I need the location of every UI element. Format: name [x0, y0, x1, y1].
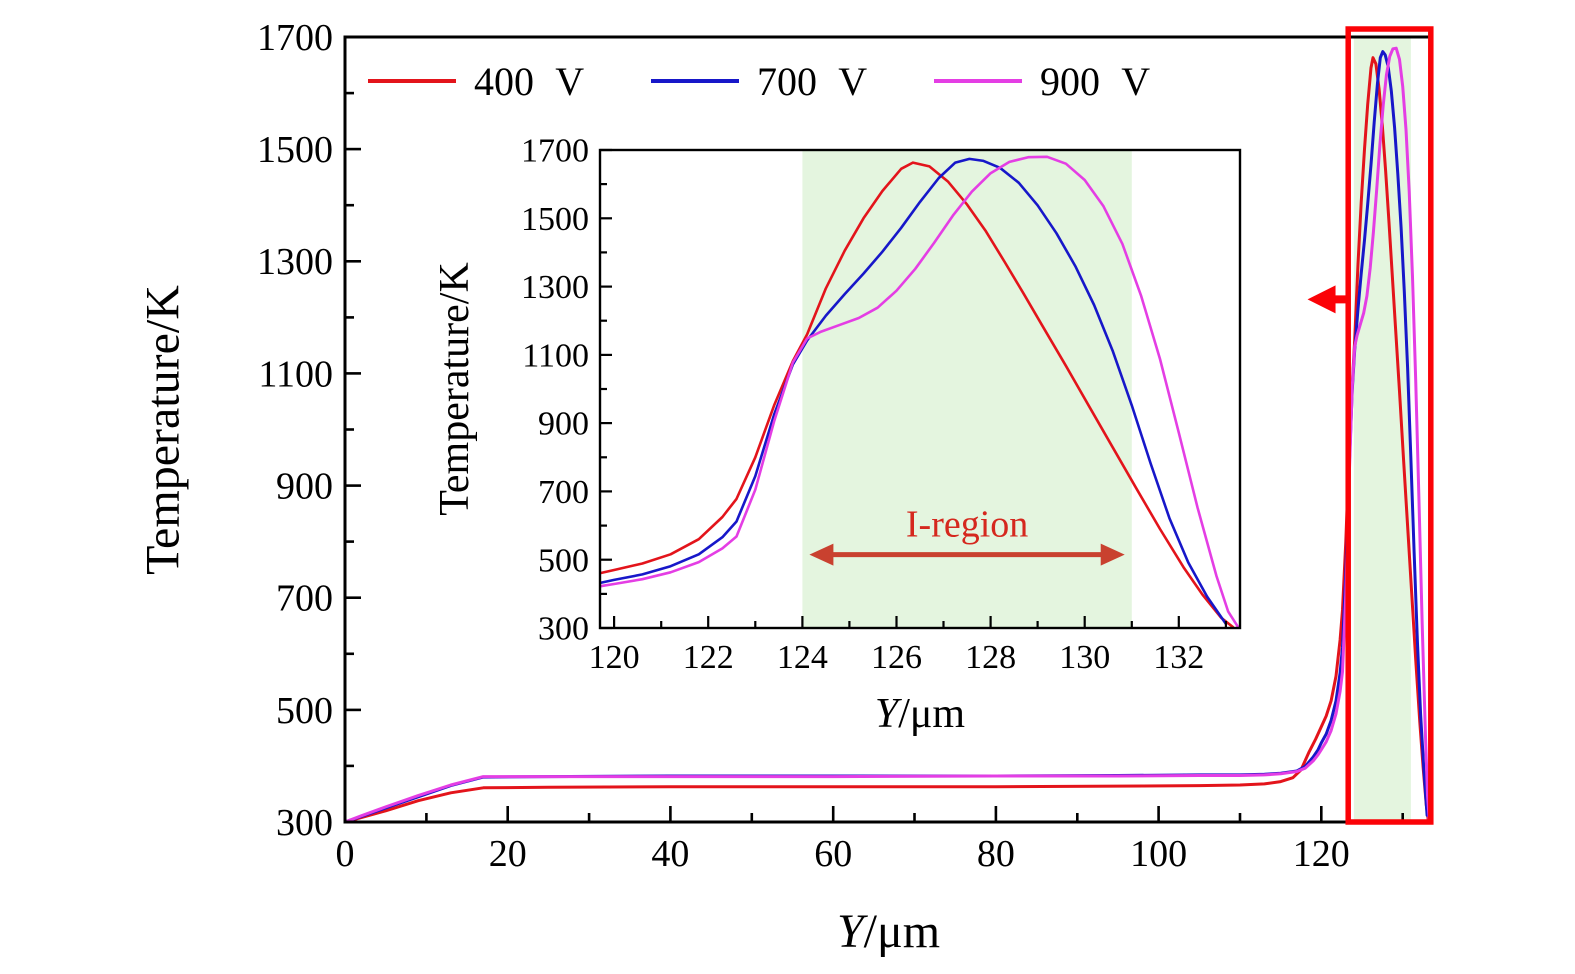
highlight-rect [1345, 26, 1434, 825]
iregion-arrow [809, 543, 1125, 566]
inset-xtick-label-128: 128 [965, 639, 1016, 676]
main-ytick-label-300: 300 [276, 802, 333, 844]
legend-line-sample-900v [934, 79, 1022, 83]
main-ytick-label-1700: 1700 [257, 17, 333, 59]
legend-line-sample-400v [368, 79, 456, 83]
inset-xtick-label-126: 126 [871, 639, 922, 676]
legend-label-400v: 400 V [474, 58, 585, 104]
main-xtick-label-80: 80 [977, 833, 1015, 875]
inset-ytick-label-700: 700 [538, 474, 589, 511]
main-ytick-label-1100: 1100 [258, 353, 333, 395]
inset-ytick-label-1100: 1100 [522, 337, 589, 374]
main-xaxis-label-symbol: Y [836, 905, 864, 958]
inset-yaxis-label: Temperature/K [432, 262, 478, 516]
inset-ytick-label-1700: 1700 [521, 133, 589, 170]
inset-series-group [600, 155, 1239, 628]
main-xtick-label-60: 60 [814, 833, 852, 875]
legend-line-sample-700v [651, 79, 739, 83]
inset-xtick-label-132: 132 [1153, 639, 1204, 676]
main-xaxis-label-unit: /μm [863, 905, 941, 958]
inset-ytick-label-1500: 1500 [521, 201, 589, 238]
main-xaxis-label: Y/μm [345, 904, 1432, 959]
inset-xaxis-label: Y/μm [600, 690, 1240, 738]
legend-label-700v: 700 V [757, 58, 868, 104]
main-ytick-label-500: 500 [276, 690, 333, 732]
main-yaxis-label: Temperature/K [136, 285, 190, 575]
inset-curve-400V [600, 161, 1235, 628]
inset-xtick-label-120: 120 [589, 639, 640, 676]
legend: 400 V 700 V 900 V [368, 56, 1217, 106]
inset-ytick-label-1300: 1300 [521, 269, 589, 306]
legend-item-900v: 900 V [934, 56, 1217, 106]
main-ytick-label-700: 700 [276, 578, 333, 620]
main-xtick-label-40: 40 [651, 833, 689, 875]
inset-ytick-label-300: 300 [538, 611, 589, 648]
inset-ytick-label-900: 900 [538, 406, 589, 443]
inset-axis-box [598, 148, 1242, 630]
main-xtick-label-120: 120 [1293, 833, 1350, 875]
inset-curve-700V [600, 157, 1228, 626]
inset-plot: 120 122 124 126 128 130 132 300 500 700 900 1100 130… [521, 133, 1242, 676]
main-xtick-label-0: 0 [336, 833, 355, 875]
inset-xaxis-label-unit: /μm [898, 691, 966, 737]
legend-label-900v: 900 V [1040, 58, 1151, 104]
pointer-arrow [1307, 285, 1348, 314]
inset-xaxis-label-symbol: Y [874, 691, 899, 737]
legend-item-400v: 400 V [368, 56, 651, 106]
inset-curve-900V [600, 155, 1239, 628]
inset-ytick-label-500: 500 [538, 542, 589, 579]
iregion-label: I-region [906, 504, 1028, 546]
inset-xtick-label-130: 130 [1059, 639, 1110, 676]
main-xtick-label-20: 20 [489, 833, 527, 875]
main-ytick-label-1500: 1500 [257, 129, 333, 171]
main-xtick-label-100: 100 [1130, 833, 1187, 875]
inset-xtick-label-124: 124 [777, 639, 828, 676]
inset-xtick-label-122: 122 [683, 639, 734, 676]
main-ytick-label-900: 900 [276, 466, 333, 508]
legend-item-700v: 700 V [651, 56, 934, 106]
main-ticks [343, 35, 1404, 824]
main-ytick-label-1300: 1300 [257, 241, 333, 283]
